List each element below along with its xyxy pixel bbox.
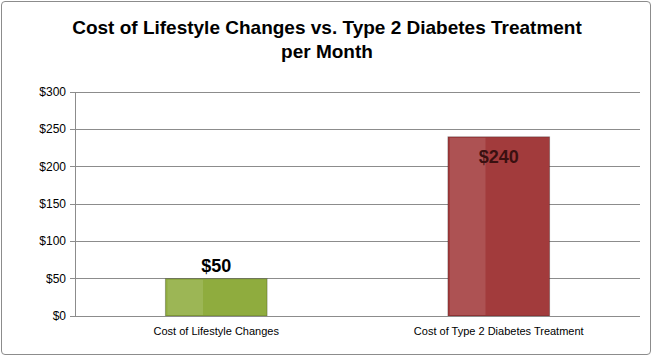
tick-label: $200 xyxy=(39,160,66,174)
grid-line xyxy=(75,316,640,317)
labels: $50 Cost of Lifestyle Changes $240 Cost of … xyxy=(154,147,584,337)
tick-label: $150 xyxy=(39,197,66,211)
tick-mark xyxy=(70,129,75,130)
chart-svg: $0 $50 $100 $150 $200 $250 $300 $50 Cost of Life… xyxy=(0,0,654,358)
tick-mark xyxy=(70,204,75,205)
bar xyxy=(448,137,550,316)
bars xyxy=(165,137,549,316)
category-label: Cost of Type 2 Diabetes Treatment xyxy=(414,325,584,337)
tick-mark xyxy=(70,241,75,242)
tick-label: $250 xyxy=(39,122,66,136)
grid-line xyxy=(75,166,640,167)
grid-line xyxy=(75,92,640,93)
category-label: Cost of Lifestyle Changes xyxy=(154,325,280,337)
grid-line xyxy=(75,278,640,279)
tick-mark xyxy=(70,166,75,167)
bar xyxy=(165,279,267,316)
tick-mark xyxy=(70,316,75,317)
x-axis-line xyxy=(75,316,640,317)
chart-title: Cost of Lifestyle Changes vs. Type 2 Dia… xyxy=(67,16,587,64)
y-axis-line xyxy=(75,92,76,316)
tick-mark xyxy=(70,278,75,279)
tick-label: $100 xyxy=(39,234,66,248)
grid-line xyxy=(75,129,640,130)
tick-label: $50 xyxy=(46,272,66,286)
grid-line xyxy=(75,204,640,205)
grid-line xyxy=(75,241,640,242)
tick-mark xyxy=(70,92,75,93)
bar-highlight xyxy=(167,280,203,315)
grid xyxy=(70,92,640,316)
tick-label: $300 xyxy=(39,85,66,99)
tick-label: $0 xyxy=(53,309,67,323)
data-label: $50 xyxy=(201,256,231,276)
data-label: $240 xyxy=(479,147,519,167)
